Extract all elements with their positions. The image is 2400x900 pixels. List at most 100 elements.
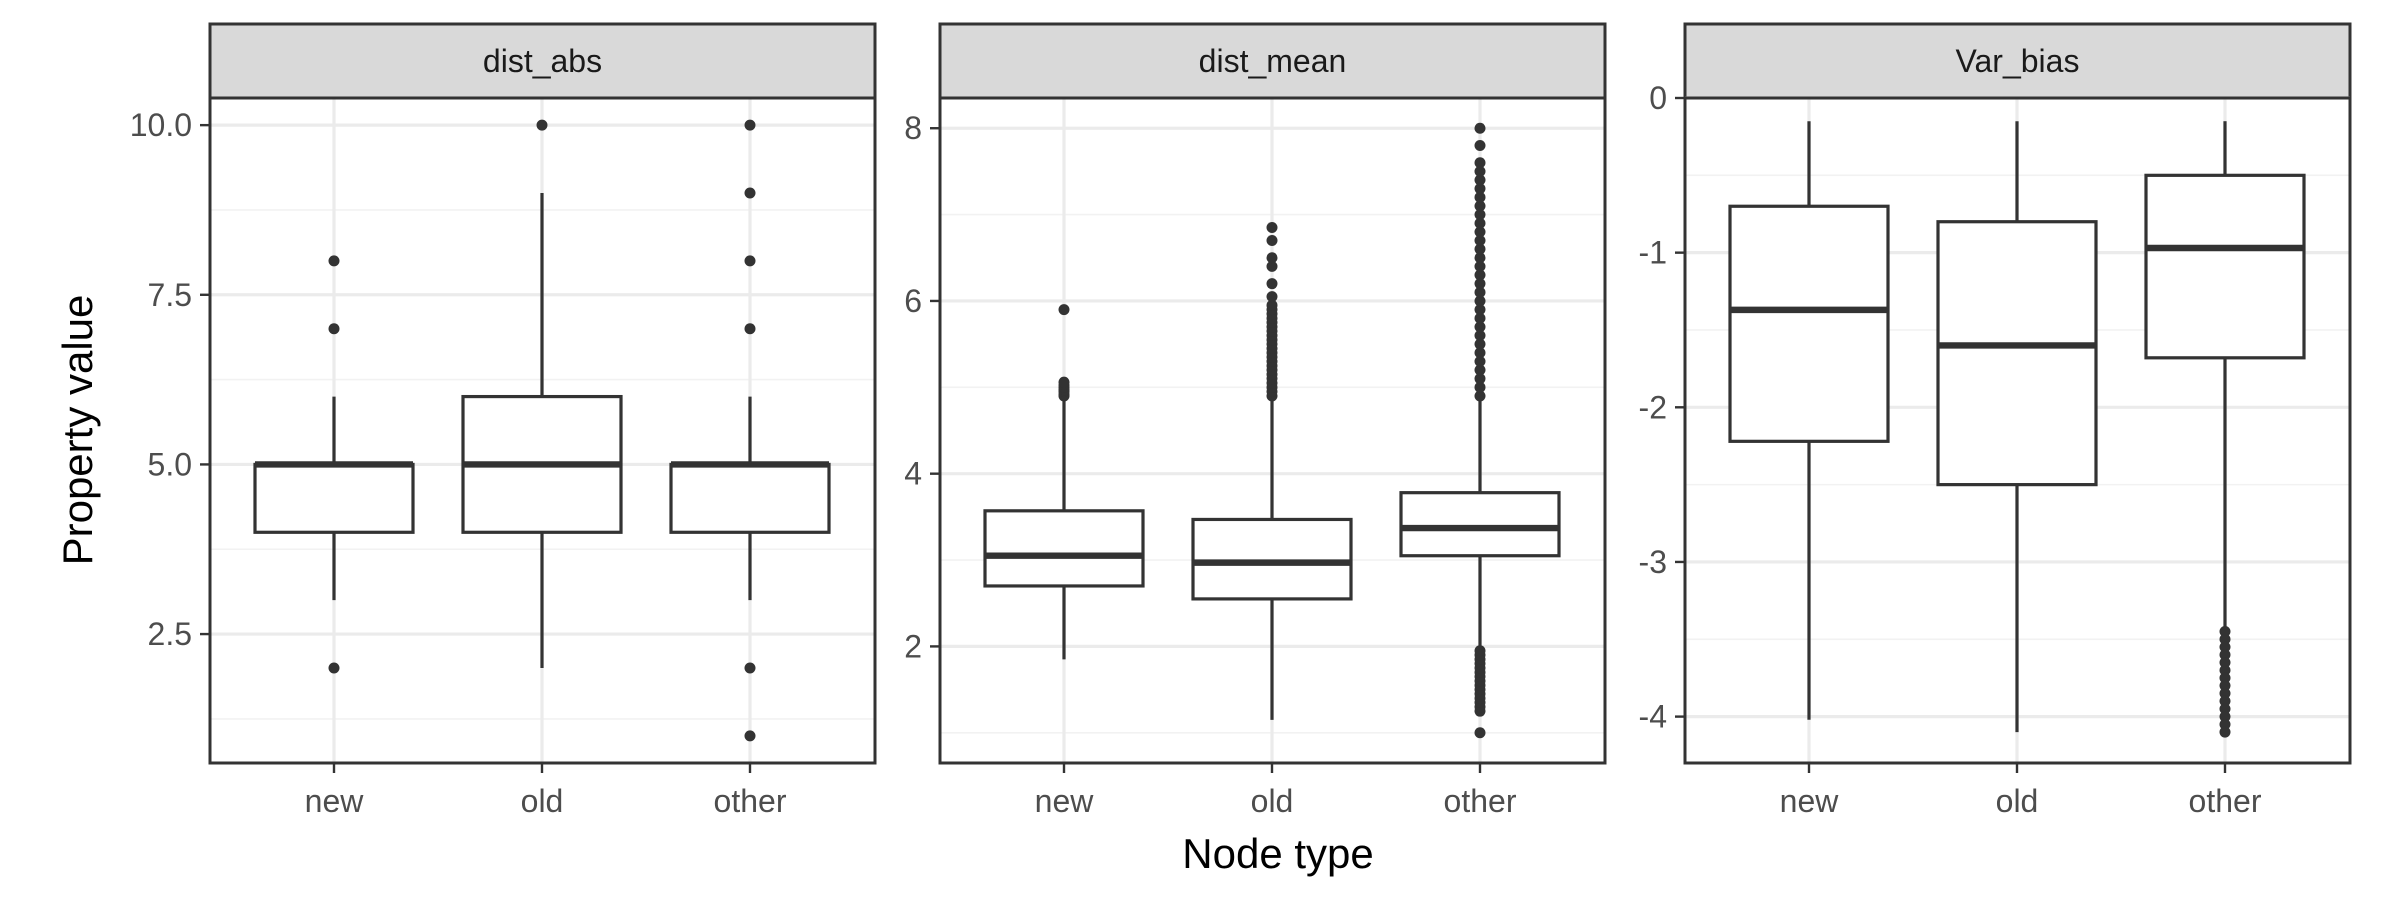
outlier-point [1474, 260, 1486, 272]
y-tick-label: -4 [1639, 699, 1667, 735]
outlier-point [1266, 260, 1278, 272]
box-new [983, 304, 1145, 660]
outlier-point [1266, 235, 1278, 246]
box-other [2144, 121, 2306, 738]
y-tick-label: -3 [1639, 544, 1667, 580]
y-tick-label: 2 [904, 628, 922, 664]
facet-panel-dist_mean: dist_mean 2 4 6 8 new old other [904, 22, 1607, 819]
interquartile-box [669, 462, 831, 534]
outlier-point [1474, 364, 1486, 376]
x-tick-label: new [305, 783, 365, 819]
outlier-point [1058, 376, 1070, 388]
facet-strip [938, 22, 1607, 100]
x-tick-label: old [521, 783, 564, 819]
outlier-point [2219, 711, 2231, 723]
outlier-point [1474, 338, 1486, 350]
outlier-point [536, 119, 548, 131]
y-tick-label: 7.5 [148, 277, 192, 313]
facet-strip-label: Var_bias [1956, 43, 2080, 79]
outlier-point [2219, 703, 2231, 715]
outlier-point [2219, 656, 2231, 668]
outlier-point [1266, 299, 1278, 311]
y-tick-label: 2.5 [148, 616, 192, 652]
box-old [461, 119, 623, 668]
x-tick-label: other [1444, 783, 1517, 819]
outlier-point [328, 323, 340, 335]
outlier-point [328, 662, 340, 674]
outlier-point [744, 730, 756, 742]
outlier-point [1474, 321, 1486, 333]
interquartile-box [1399, 491, 1561, 558]
outlier-point [1474, 174, 1486, 186]
x-tick-label: other [714, 783, 787, 819]
outlier-point [2219, 633, 2231, 645]
outlier-point [2219, 641, 2231, 653]
outlier-point [2219, 687, 2231, 699]
outlier-point [1474, 347, 1486, 359]
y-tick-label: 4 [904, 456, 922, 492]
outlier-point [2219, 695, 2231, 707]
box-other [669, 119, 831, 742]
x-tick-label: old [1251, 783, 1294, 819]
x-axis-title: Node type [1182, 830, 1373, 877]
x-tick-label: new [1035, 783, 1095, 819]
outlier-point [1474, 304, 1486, 316]
facet-strip [208, 22, 877, 100]
outlier-point [1474, 373, 1486, 385]
outlier-point [1474, 235, 1486, 246]
outlier-point [1474, 209, 1486, 221]
outlier-point [1474, 200, 1486, 212]
interquartile-box [253, 462, 415, 534]
y-tick-label: 6 [904, 283, 922, 319]
outlier-point [2219, 649, 2231, 661]
outlier-point [2219, 672, 2231, 684]
y-tick-label: 5.0 [148, 446, 192, 482]
outlier-point [2219, 664, 2231, 676]
box-old [1936, 121, 2098, 733]
outlier-point [1474, 183, 1486, 195]
outlier-point [744, 187, 756, 199]
y-tick-label: 8 [904, 110, 922, 146]
outlier-point [1474, 645, 1486, 657]
outlier-point [1474, 330, 1486, 341]
outlier-point [1474, 390, 1486, 402]
outlier-point [1474, 286, 1486, 298]
interquartile-box [2144, 173, 2306, 360]
outlier-point [744, 323, 756, 335]
interquartile-box [1936, 220, 2098, 487]
y-tick-label: -2 [1639, 389, 1667, 425]
outlier-point [1058, 304, 1070, 316]
y-tick-label: -1 [1639, 235, 1667, 271]
outlier-point [1474, 122, 1486, 134]
outlier-point [1266, 278, 1278, 290]
outlier-point [2219, 680, 2231, 692]
outlier-point [1474, 312, 1486, 324]
y-tick-label: 0 [1649, 80, 1667, 116]
outlier-point [1474, 243, 1486, 255]
outlier-point [1266, 252, 1278, 264]
interquartile-box [983, 509, 1145, 588]
facet-strip-label: dist_abs [483, 43, 602, 79]
facet-strip [1683, 22, 2352, 100]
facet-strip-label: dist_mean [1199, 43, 1347, 79]
outlier-point [328, 255, 340, 267]
outlier-point [2219, 726, 2231, 738]
outlier-point [1474, 252, 1486, 264]
y-axis-title: Property value [54, 295, 101, 566]
outlier-point [1474, 278, 1486, 290]
outlier-point [1266, 222, 1278, 234]
outlier-point [1474, 295, 1486, 307]
outlier-point [2219, 718, 2231, 730]
outlier-point [1474, 269, 1486, 281]
outlier-point [744, 662, 756, 674]
outlier-point [744, 119, 756, 131]
outlier-point [1474, 355, 1486, 367]
outlier-point [1474, 157, 1486, 169]
outlier-point [1474, 217, 1486, 229]
interquartile-box [1728, 204, 1890, 443]
interquartile-box [1191, 517, 1353, 601]
outlier-point [1474, 727, 1486, 739]
outlier-point [1474, 140, 1486, 151]
